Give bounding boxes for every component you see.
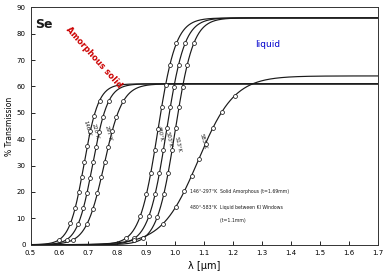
Text: 297°K: 297°K: [104, 125, 113, 142]
Text: 583°K: 583°K: [199, 133, 208, 150]
Text: 513°K: 513°K: [173, 136, 182, 153]
X-axis label: λ [μm]: λ [μm]: [188, 261, 220, 271]
Text: 480°-583°K  Liquid between KI Windows: 480°-583°K Liquid between KI Windows: [190, 205, 282, 210]
Text: 146°-297°K  Solid Amorphous (t=1.69mm): 146°-297°K Solid Amorphous (t=1.69mm): [190, 190, 289, 195]
Text: (t=1.1mm): (t=1.1mm): [190, 219, 245, 224]
Text: 480°K: 480°K: [156, 126, 165, 142]
Text: liquid: liquid: [255, 40, 280, 49]
Y-axis label: % Transmission: % Transmission: [5, 96, 14, 156]
Text: Amorphous solid: Amorphous solid: [64, 25, 124, 90]
Text: Se: Se: [35, 18, 52, 31]
Text: 220°K: 220°K: [91, 123, 100, 140]
Text: 146°K: 146°K: [83, 120, 92, 137]
Text: 503°K: 503°K: [165, 131, 173, 147]
